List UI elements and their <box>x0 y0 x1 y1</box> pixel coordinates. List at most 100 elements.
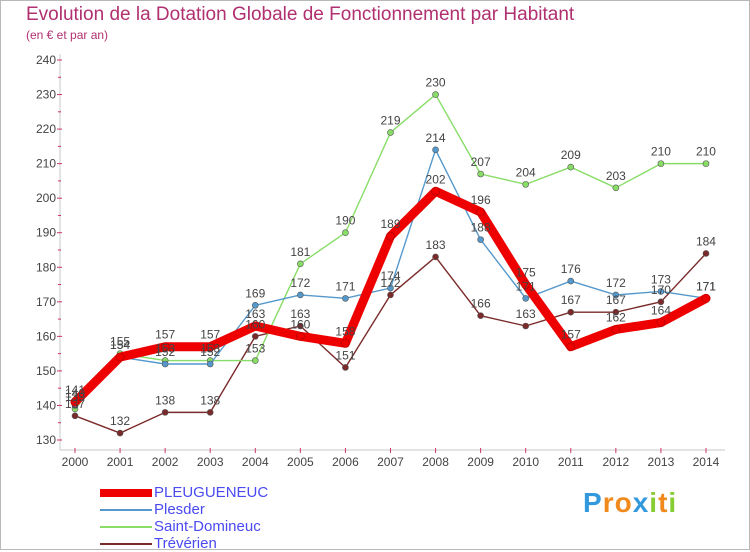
data-label-pleugueneuc: 171 <box>696 279 716 293</box>
data-label-saint-domineuc: 230 <box>426 76 446 90</box>
data-point-saint-domineuc <box>567 163 575 171</box>
data-point-pleugueneuc <box>386 231 395 241</box>
data-point-saint-domineuc <box>251 357 259 364</box>
data-label-pleugueneuc: 162 <box>606 310 626 324</box>
x-tick-label: 2004 <box>242 455 269 469</box>
data-point-saint-domineuc <box>387 129 394 136</box>
data-point-pleugueneuc <box>205 342 215 352</box>
logo-letter: x <box>632 487 650 518</box>
data-label-pleugueneuc: 157 <box>155 328 175 342</box>
data-label-plesder: 214 <box>426 131 446 145</box>
data-point-pleugueneuc <box>476 207 485 217</box>
data-point-plesder <box>387 284 394 292</box>
data-point-treverien <box>702 250 710 257</box>
x-tick-label: 2014 <box>693 455 720 469</box>
proxiti-logo: Proxiti <box>583 487 677 519</box>
legend-label-treverien: Trévérien <box>154 535 217 552</box>
data-point-pleugueneuc <box>115 352 125 362</box>
data-point-plesder <box>251 301 259 309</box>
data-label-pleugueneuc: 196 <box>471 193 491 207</box>
data-label-plesder: 169 <box>245 286 265 300</box>
data-point-plesder <box>567 277 575 285</box>
data-point-saint-domineuc <box>342 229 349 237</box>
data-label-plesder: 174 <box>380 269 400 283</box>
data-point-pleugueneuc <box>521 280 531 289</box>
data-label-saint-domineuc: 155 <box>110 335 130 349</box>
data-point-plesder <box>657 288 665 295</box>
data-point-treverien <box>432 253 439 261</box>
data-point-saint-domineuc <box>702 160 710 167</box>
data-label-plesder: 172 <box>290 276 310 290</box>
logo-letter: i <box>668 487 678 518</box>
data-label-saint-domineuc: 181 <box>290 245 310 259</box>
x-tick-label: 2009 <box>467 455 494 469</box>
data-label-pleugueneuc: 154 <box>110 338 130 352</box>
data-label-treverien: 163 <box>290 307 310 321</box>
legend-swatch-saint-domineuc <box>100 526 152 528</box>
x-tick-label: 2005 <box>287 455 314 469</box>
y-tick-label: 180 <box>36 260 56 274</box>
data-label-treverien: 166 <box>471 297 491 311</box>
data-point-saint-domineuc <box>522 181 530 188</box>
logo-letter: i <box>649 487 659 518</box>
data-label-treverien: 183 <box>426 238 446 252</box>
data-label-plesder: 188 <box>471 221 491 235</box>
data-label-pleugueneuc: 189 <box>380 217 400 231</box>
series-line-saint-domineuc <box>74 93 707 410</box>
data-label-pleugueneuc: 158 <box>335 324 355 338</box>
legend-swatch-treverien <box>100 543 152 545</box>
data-label-pleugueneuc: 163 <box>245 307 265 321</box>
data-label-saint-domineuc: 203 <box>606 169 626 183</box>
data-point-pleugueneuc <box>566 342 576 352</box>
data-point-treverien <box>657 298 665 306</box>
data-label-treverien: 170 <box>651 283 671 297</box>
data-label-treverien: 137 <box>65 397 85 411</box>
y-tick-label: 230 <box>36 88 56 102</box>
x-tick-label: 2012 <box>602 455 629 469</box>
y-tick-label: 170 <box>36 295 56 309</box>
data-point-pleugueneuc <box>431 186 440 196</box>
y-tick-label: 130 <box>36 433 56 447</box>
data-point-treverien <box>297 322 304 330</box>
data-point-pleugueneuc <box>341 338 350 348</box>
data-point-plesder <box>522 295 530 302</box>
legend-label-saint-domineuc: Saint-Domineuc <box>154 518 261 535</box>
data-point-plesder <box>161 360 169 368</box>
data-label-plesder: 171 <box>335 279 355 293</box>
data-point-plesder <box>477 236 484 243</box>
data-label-saint-domineuc: 153 <box>200 342 220 356</box>
data-point-pleugueneuc <box>70 397 80 407</box>
data-point-treverien <box>612 308 620 316</box>
x-tick-label: 2008 <box>422 455 449 469</box>
data-label-saint-domineuc: 210 <box>651 145 671 159</box>
data-label-treverien: 163 <box>516 307 536 321</box>
data-point-treverien <box>387 291 394 299</box>
legend-label-plesder: Plesder <box>154 501 205 518</box>
data-label-saint-domineuc: 209 <box>561 148 581 162</box>
data-point-treverien <box>161 409 169 416</box>
y-tick-label: 150 <box>36 364 56 378</box>
legend-label-pleugueneuc: PLEUGUENEUC <box>154 484 269 501</box>
x-tick-label: 2000 <box>62 455 89 469</box>
data-label-treverien: 138 <box>200 393 220 407</box>
y-tick-label: 160 <box>36 329 56 343</box>
data-label-saint-domineuc: 219 <box>380 114 400 128</box>
x-tick-label: 2010 <box>512 455 539 469</box>
data-label-plesder: 176 <box>561 262 581 276</box>
data-point-pleugueneuc <box>250 321 260 331</box>
data-label-pleugueneuc: 175 <box>516 266 536 280</box>
data-label-plesder: 154 <box>110 338 130 352</box>
data-point-treverien <box>116 429 124 437</box>
data-label-plesder: 171 <box>516 279 536 293</box>
data-label-pleugueneuc: 160 <box>290 317 310 331</box>
data-point-plesder <box>297 291 304 299</box>
data-point-pleugueneuc <box>611 325 621 334</box>
x-tick-label: 2013 <box>648 455 675 469</box>
data-label-plesder: 140 <box>65 386 85 400</box>
data-label-pleugueneuc: 202 <box>426 172 446 186</box>
x-tick-label: 2006 <box>332 455 359 469</box>
data-point-plesder <box>206 360 214 368</box>
logo-letter: P <box>583 487 603 518</box>
data-label-pleugueneuc: 157 <box>561 328 581 342</box>
data-point-saint-domineuc <box>477 170 484 178</box>
